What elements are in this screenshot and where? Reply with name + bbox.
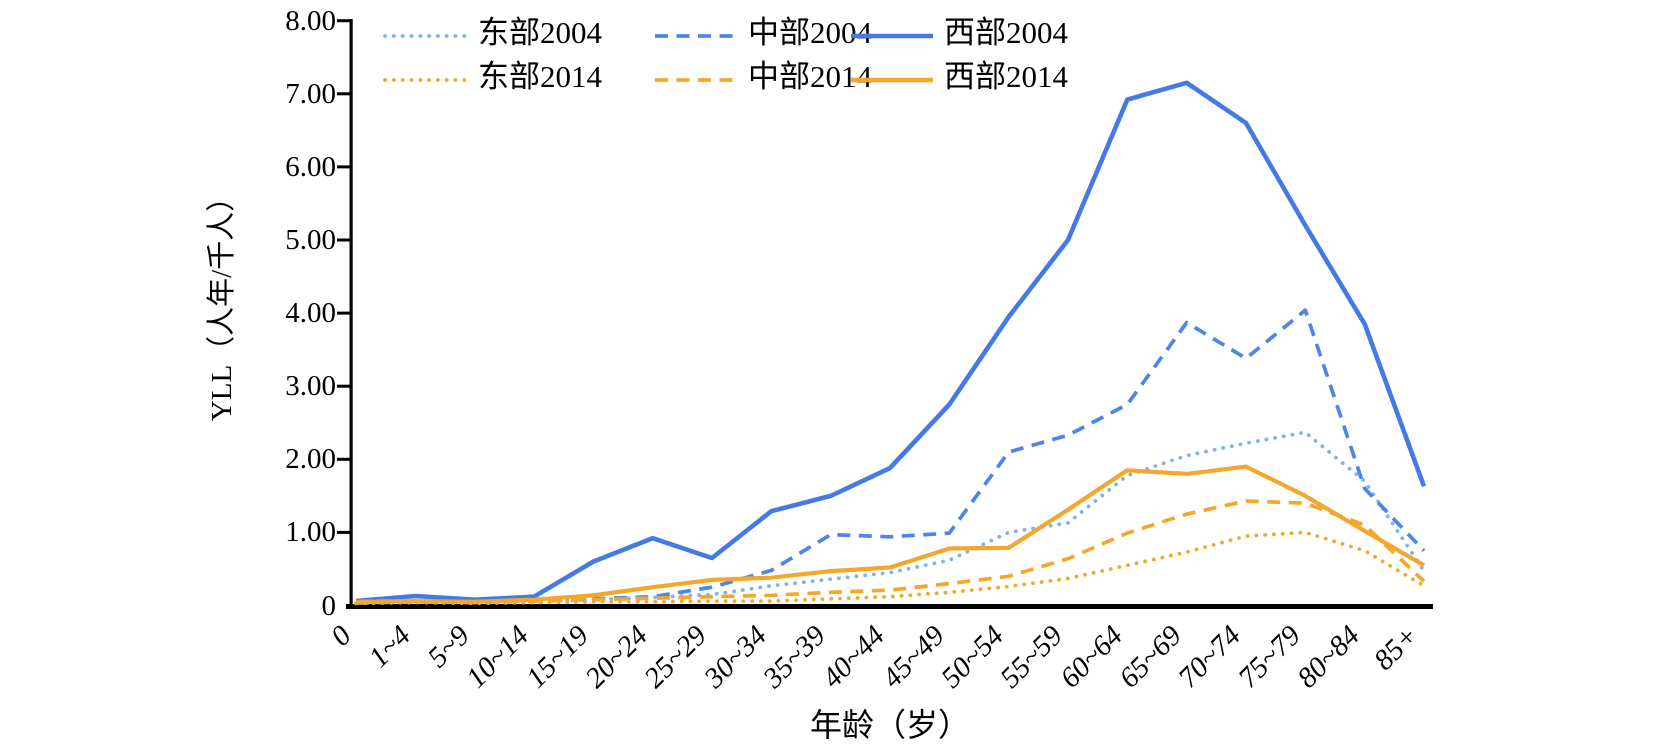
x-axis-line [346,604,1433,609]
y-axis-tick [337,530,351,534]
legend-label: 中部2014 [748,59,872,94]
series-line-mid2014 [355,499,1426,605]
legend-label: 东部2014 [478,59,602,94]
y-axis-line [349,19,353,609]
y-tick-label: 0 [321,589,337,622]
y-axis-tick [337,457,351,461]
legend-item-west2004 [849,28,935,39]
y-axis-tick [337,165,351,169]
legend-line-sample-dotted [383,34,469,38]
legend-line-sample-solid [851,33,933,39]
legend-item-mid2004 [653,28,739,38]
x-axis-title: 年龄（岁） [809,707,970,743]
y-axis-tick [337,19,351,23]
legend-line-sample-dashed [655,78,737,82]
legend-label: 东部2004 [478,15,602,50]
y-axis-tick [337,238,351,242]
y-tick-label: 3.00 [285,370,336,403]
y-axis-tick [337,92,351,96]
legend-item-mid2014 [653,72,739,82]
y-tick-label: 8.00 [285,4,336,37]
y-axis-tick [337,311,351,315]
series-line-west2004 [355,80,1427,604]
legend-label: 中部2004 [748,15,872,50]
legend-item-east2004 [383,28,469,38]
legend-line-sample-dashed [655,34,737,38]
legend-label: 西部2004 [944,15,1068,50]
legend-item-west2014 [849,72,935,83]
legend-line-sample-solid [851,77,933,83]
y-tick-label: 5.00 [285,224,336,256]
y-axis-tick [337,384,351,388]
y-tick-label: 4.00 [285,297,336,330]
legend-line-sample-dotted [383,78,469,82]
y-tick-label: 1.00 [285,516,336,549]
series-line-mid2004 [355,308,1426,606]
legend-label: 西部2014 [944,59,1068,94]
legend-item-east2014 [383,72,469,82]
y-tick-label: 7.00 [285,77,336,110]
y-tick-label: 6.00 [285,150,336,183]
y-tick-label: 2.00 [285,443,336,476]
series-line-west2014 [355,464,1426,604]
series-line-east2004 [354,430,1426,606]
